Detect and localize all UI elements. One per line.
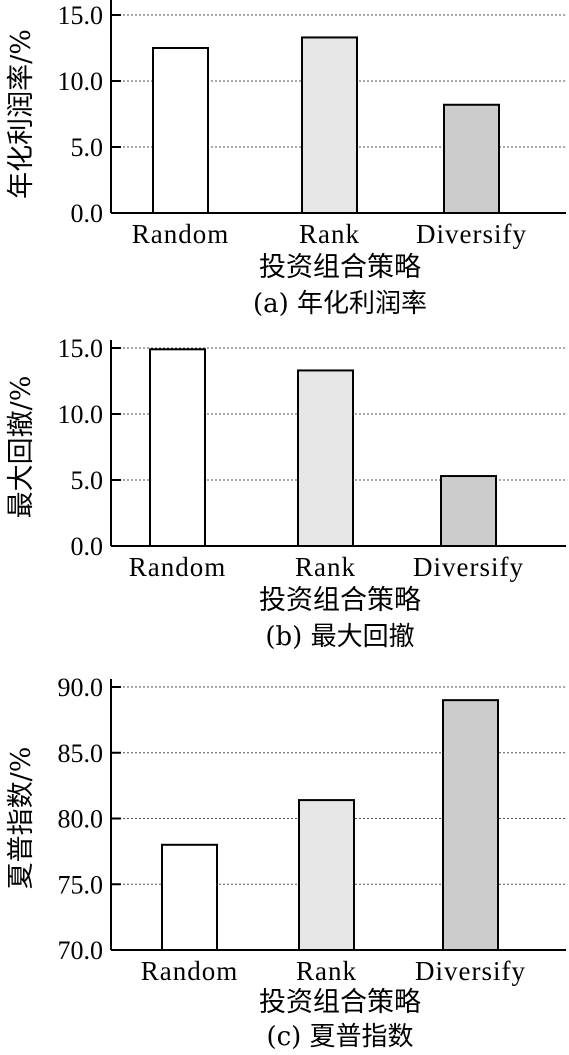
y-tick-label: 10.0 (58, 400, 104, 429)
x-tick-label: Rank (299, 219, 360, 249)
y-axis-label: 年化利润率/% (6, 29, 37, 199)
bar-rank (301, 36, 358, 214)
x-tick-label: Rank (295, 552, 356, 582)
y-tick-label: 70.0 (58, 936, 104, 965)
x-axis-label: 投资组合策略 (259, 585, 421, 616)
panel-caption: (b) 最大回撤 (265, 622, 414, 652)
bar-diversify (442, 699, 499, 952)
x-tick-label: Rank (296, 956, 357, 986)
x-tick-label: Diversify (415, 956, 526, 986)
y-tick-label: 0.0 (71, 532, 104, 561)
bar-random (149, 348, 206, 547)
y-tick-label: 5.0 (71, 133, 104, 162)
bar-diversify (440, 475, 497, 548)
x-axis-label: 投资组合策略 (259, 987, 421, 1018)
x-tick-label: Random (141, 956, 239, 986)
bar-random (161, 843, 218, 951)
panel-caption: (a) 年化利润率 (253, 289, 427, 319)
x-tick-label: Diversify (413, 552, 524, 582)
x-tick-label: Random (132, 219, 230, 249)
y-tick-label: 10.0 (58, 67, 104, 96)
y-tick-label: 0.0 (71, 199, 104, 228)
y-tick-label: 5.0 (71, 466, 104, 495)
y-tick-label: 15.0 (58, 334, 104, 363)
y-tick-label: 15.0 (58, 1, 104, 30)
x-tick-label: Diversify (416, 219, 527, 249)
y-tick-label: 85.0 (58, 739, 104, 768)
x-tick-label: Random (129, 552, 227, 582)
y-tick-label: 75.0 (58, 870, 104, 899)
bar-diversify (443, 103, 500, 214)
bar-rank (298, 799, 355, 952)
x-axis-label: 投资组合策略 (259, 252, 421, 283)
y-tick-label: 90.0 (58, 673, 104, 702)
y-tick-label: 80.0 (58, 805, 104, 834)
y-axis-label: 最大回撤/% (6, 376, 37, 519)
bar-random (152, 47, 209, 214)
bar-rank (297, 369, 354, 547)
panel-caption: (c) 夏普指数 (266, 1022, 413, 1052)
y-axis-label: 夏普指数/% (6, 747, 37, 890)
